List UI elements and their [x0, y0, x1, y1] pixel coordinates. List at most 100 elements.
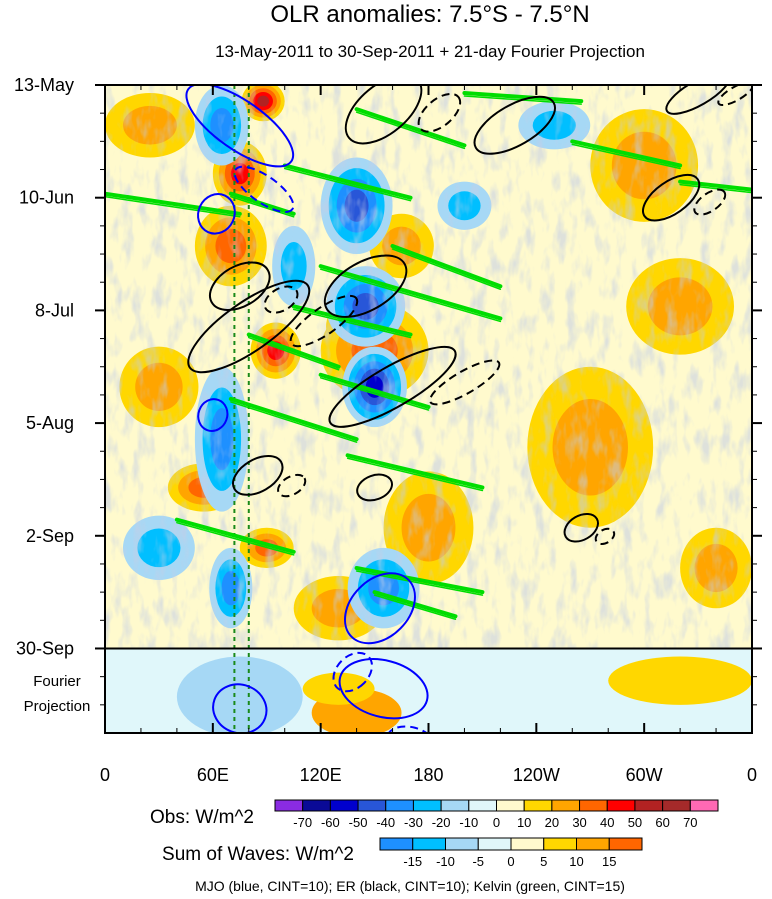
kelvin-band [318, 372, 431, 409]
obs-colorbar-label: -50 [349, 815, 368, 830]
er-contour-ring-dashed [693, 188, 727, 216]
y-tick-label: 10-Jun [19, 188, 74, 208]
axes: 0 60E 120E 180 120W 60W 0 13-May 10-Jun 8-Jul 5-Au… [14, 75, 762, 785]
er-contour [563, 512, 616, 545]
mjo-contour [197, 398, 229, 432]
mjo-contour-ring-dashed [332, 651, 373, 693]
kelvin-band-edge [319, 268, 502, 323]
mjo-contour [332, 572, 416, 693]
kelvin-contour [291, 304, 413, 339]
kelvin-band-edge [230, 195, 295, 218]
mjo-contour-ring [212, 683, 268, 733]
obs-colorbar-label: -70 [293, 815, 312, 830]
kelvin-contour [228, 396, 359, 443]
er-contour-ring-dashed [594, 527, 616, 545]
er-contour-ring [563, 512, 599, 543]
obs-texture [105, 85, 752, 649]
mjo-contour-ring [197, 398, 229, 432]
kelvin-contour [174, 517, 296, 556]
kelvin-band-edge [391, 248, 502, 290]
waves-colorbar-swatch [576, 837, 610, 851]
obs-colorbar-swatch [440, 799, 470, 812]
mjo-contour [185, 85, 295, 214]
obs-colorbar-label: 50 [628, 815, 642, 830]
waves-colorbar-label: 0 [507, 854, 514, 869]
kelvin-band [345, 453, 485, 490]
er-contour-ring-dashed [429, 359, 501, 406]
er-contour [209, 261, 299, 314]
obs-colorbar-swatch [662, 799, 691, 812]
er-contour [232, 455, 307, 498]
y-tick-label: 8-Jul [35, 300, 74, 320]
kelvin-band-edge [355, 111, 466, 150]
obs-colorbar-label: -10 [459, 815, 478, 830]
obs-colorbar-label: -60 [321, 815, 340, 830]
waves-colorbar-swatch [510, 837, 545, 851]
mjo-contour-ring [338, 658, 429, 720]
obs-colorbar: -70 -60 -50 -40 -30 -20 -10 0 10 20 30 40 50 60 70 [274, 799, 719, 830]
obs-colorbar-swatch [412, 799, 442, 812]
chart-title: OLR anomalies: 7.5°S - 7.5°N [270, 1, 589, 28]
kelvin-contour [246, 332, 341, 371]
x-tick-label: 0 [100, 765, 110, 785]
waves-colorbar-swatch [477, 837, 512, 851]
er-contour-ring [328, 345, 457, 428]
plot-area [105, 85, 752, 733]
mjo-contour-ring-dashed [385, 725, 437, 733]
projection-label: Fourier [33, 673, 81, 690]
kelvin-band [291, 304, 413, 337]
waves-colorbar-swatch [379, 837, 414, 851]
kelvin-band-edge [679, 183, 752, 194]
waves-colorbar-swatch [543, 837, 577, 851]
er-contour-ring [665, 85, 731, 115]
obs-colorbar-label: 30 [572, 815, 586, 830]
chart-subtitle: 13-May-2011 to 30-Sep-2011 + 21-day Four… [215, 42, 645, 61]
waves-colorbar-label: 10 [569, 854, 583, 869]
waves-colorbar-label: -15 [403, 854, 422, 869]
er-contour-ring [344, 85, 423, 145]
kelvin-band-edge [230, 401, 358, 443]
mjo-contour-ring-dashed [233, 165, 295, 214]
kelvin-contour [345, 453, 485, 492]
er-contour [187, 279, 359, 374]
obs-colorbar-swatch [523, 799, 553, 812]
waves-colorbar-label: Sum of Waves: W/m^2 [162, 844, 354, 865]
obs-colorbar-swatch [551, 799, 581, 812]
kelvin-contour [318, 264, 503, 323]
er-contour-ring [187, 279, 311, 374]
kelvin-band [246, 332, 341, 369]
waves-colorbar-swatch [412, 837, 446, 851]
kelvin-band [354, 107, 467, 148]
x-tick-label: 0 [747, 765, 757, 785]
mjo-contour-ring [185, 85, 295, 168]
waves-colorbar-label: -5 [472, 854, 484, 869]
er-contour-ring-dashed [417, 92, 462, 133]
kelvin-band [105, 191, 242, 216]
obs-colorbar-label: Obs: W/m^2 [150, 807, 254, 828]
kelvin-band-edge [346, 457, 484, 492]
er-contour [323, 254, 408, 318]
obs-colorbar-swatch [468, 799, 497, 812]
kelvin-contour [105, 191, 242, 218]
waves-anomaly [176, 656, 303, 733]
obs-colorbar-swatch [357, 799, 387, 812]
er-contours [187, 85, 752, 545]
er-contour [356, 473, 393, 502]
er-contour [642, 173, 727, 222]
x-tick-label: 60E [197, 765, 229, 785]
obs-colorbar-swatch [385, 799, 414, 812]
kelvin-band [174, 517, 296, 554]
mjo-contour-ring [343, 572, 416, 645]
waves-colorbar: -15 -10 -5 0 5 10 15 [379, 837, 643, 869]
kelvin-band [390, 243, 503, 289]
obs-colorbar-swatch [329, 799, 359, 812]
kelvin-contour [390, 243, 503, 290]
y-tick-label: 2-Sep [26, 526, 74, 546]
er-contour-ring [642, 173, 701, 222]
mjo-contour [197, 193, 236, 235]
kelvin-contours [105, 91, 752, 621]
obs-colorbar-swatch [496, 799, 525, 812]
y-tick-label: 30-Sep [16, 638, 74, 658]
waves-colorbar-swatch [445, 837, 479, 851]
